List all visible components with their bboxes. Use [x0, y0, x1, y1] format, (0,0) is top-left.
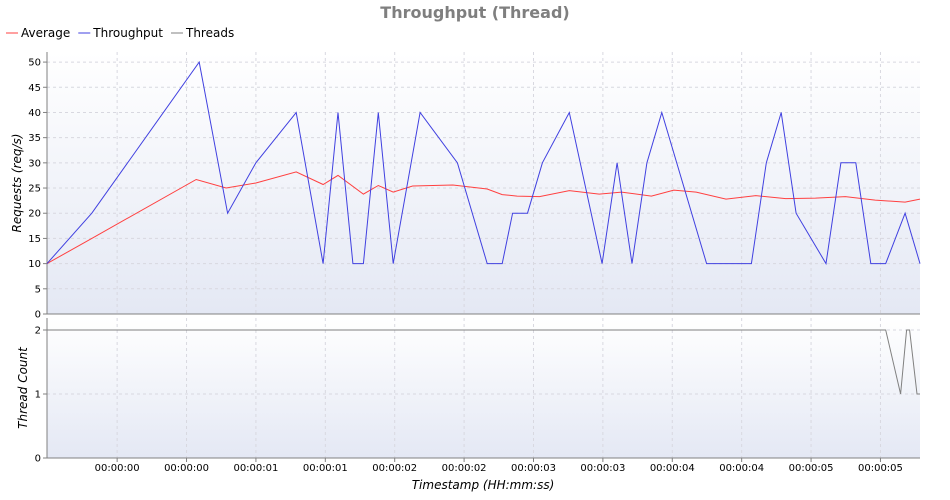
x-axis-label: Timestamp (HH:mm:ss) — [412, 478, 555, 492]
top-series — [46, 60, 921, 266]
x-tick-label: 00:00:05 — [789, 463, 834, 474]
bottom-y-tick-label: 0 — [35, 454, 41, 465]
top-y-tick-label: 30 — [28, 158, 41, 169]
top-y-tick-label: 45 — [28, 83, 41, 94]
bottom-plot-area — [47, 318, 920, 458]
top-y-tick-label: 35 — [28, 133, 41, 144]
bottom-y-axis-label: Thread Count — [16, 346, 30, 429]
bottom-series — [47, 329, 920, 395]
x-tick-label: 00:00:00 — [164, 463, 209, 474]
x-tick-label: 00:00:03 — [580, 463, 625, 474]
top-plot-area — [47, 52, 920, 314]
bottom-y-ticks: 0 1 2 — [35, 326, 47, 465]
x-tick-label: 00:00:03 — [511, 463, 556, 474]
x-tick-label: 00:00:00 — [95, 463, 140, 474]
legend-label-threads: Threads — [185, 26, 234, 40]
x-tick-label: 00:00:01 — [233, 463, 278, 474]
x-ticks: 00:00:00 00:00:00 00:00:01 00:00:01 00:00:02… — [95, 458, 903, 474]
series-line-throughput — [46, 60, 921, 266]
top-y-tick-label: 15 — [28, 234, 41, 245]
top-y-axis-label: Requests (req/s) — [10, 134, 24, 233]
top-y-tick-label: 5 — [35, 284, 41, 295]
bottom-y-tick-label: 2 — [35, 326, 41, 337]
top-gridlines — [47, 52, 920, 314]
x-tick-label: 00:00:02 — [372, 463, 417, 474]
x-tick-label: 00:00:01 — [303, 463, 348, 474]
x-tick-label: 00:00:04 — [719, 463, 764, 474]
chart-title: Throughput (Thread) — [380, 3, 569, 22]
legend: Average Throughput Threads — [6, 26, 234, 40]
top-y-tick-label: 40 — [28, 108, 41, 119]
legend-label-average: Average — [21, 26, 70, 40]
top-y-ticks: 0 5 10 15 20 25 30 35 40 45 50 — [28, 58, 47, 321]
x-tick-label: 00:00:04 — [650, 463, 695, 474]
top-y-tick-label: 10 — [28, 259, 41, 270]
top-y-tick-label: 50 — [28, 58, 41, 69]
top-y-tick-label: 20 — [28, 209, 41, 220]
x-tick-label: 00:00:02 — [442, 463, 487, 474]
series-line-average — [46, 171, 921, 265]
legend-label-throughput: Throughput — [92, 26, 163, 40]
x-tick-label: 00:00:05 — [858, 463, 903, 474]
bottom-y-tick-label: 1 — [35, 390, 41, 401]
top-y-tick-label: 25 — [28, 184, 41, 195]
series-line-threads — [47, 329, 920, 395]
top-y-tick-label: 0 — [35, 310, 41, 321]
